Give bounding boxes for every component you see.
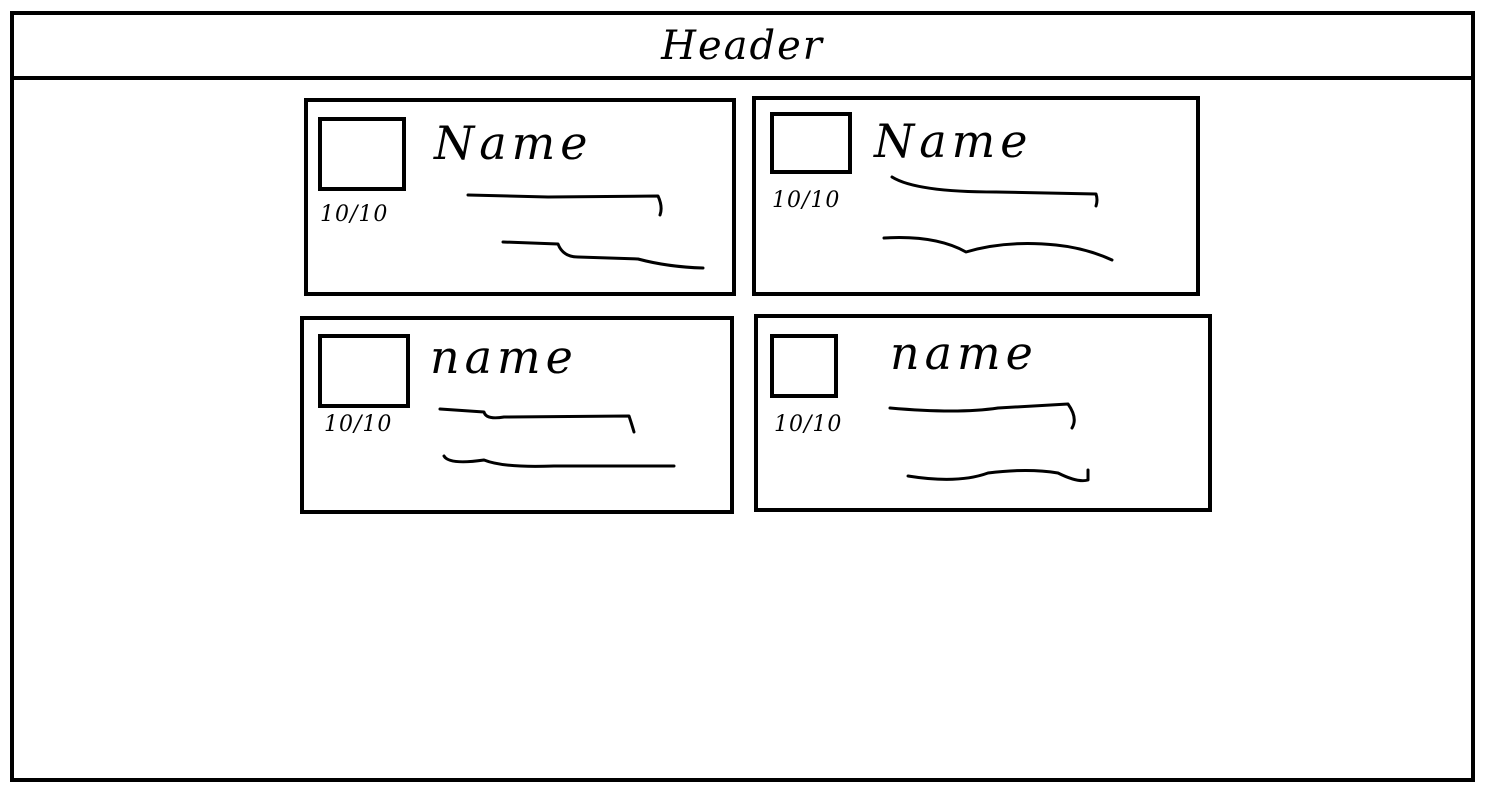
item-description-placeholder bbox=[466, 193, 705, 270]
item-card[interactable]: 10/10 name bbox=[300, 316, 734, 514]
item-rating: 10/10 bbox=[324, 412, 393, 437]
item-description-placeholder bbox=[888, 402, 1090, 483]
item-rating: 10/10 bbox=[772, 188, 841, 213]
item-rating: 10/10 bbox=[320, 202, 389, 227]
item-card[interactable]: 10/10 Name bbox=[752, 96, 1200, 296]
page-header: Header bbox=[14, 15, 1471, 80]
item-thumbnail bbox=[770, 112, 852, 174]
item-description-placeholder bbox=[882, 175, 1114, 262]
app-frame: Header 10/10 Name 10/10 Name 10/10 name bbox=[10, 11, 1475, 782]
item-card[interactable]: 10/10 name bbox=[754, 314, 1212, 512]
item-name: Name bbox=[434, 116, 593, 170]
item-name: Name bbox=[874, 114, 1033, 168]
item-thumbnail bbox=[318, 117, 406, 191]
item-thumbnail bbox=[770, 334, 838, 398]
item-description-placeholder bbox=[438, 407, 676, 468]
item-card[interactable]: 10/10 Name bbox=[304, 98, 736, 296]
item-name: name bbox=[890, 326, 1038, 380]
page-title: Header bbox=[661, 22, 824, 69]
item-name: name bbox=[430, 330, 578, 384]
item-thumbnail bbox=[318, 334, 410, 408]
item-rating: 10/10 bbox=[774, 412, 843, 437]
